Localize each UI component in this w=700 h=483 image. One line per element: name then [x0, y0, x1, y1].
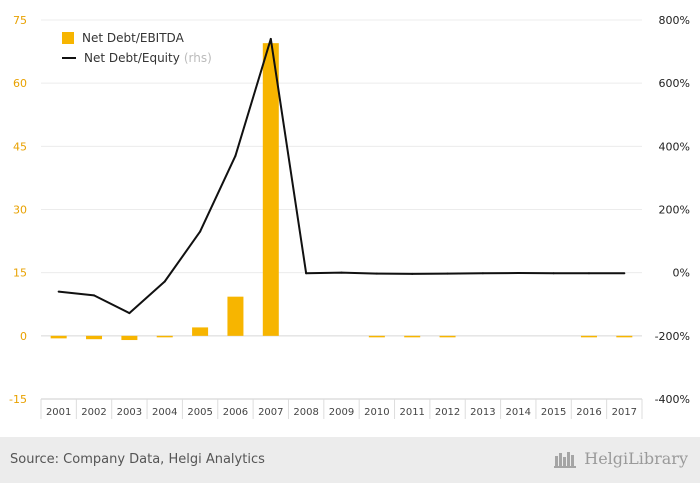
y-axis-left: -15 0 15 30 45 60 75 — [9, 14, 27, 406]
x-tick-label: 2006 — [223, 407, 248, 418]
x-tick-label: 2011 — [399, 407, 424, 418]
y-left-tick-label: 30 — [13, 204, 27, 217]
legend-line-suffix: (rhs) — [183, 51, 212, 65]
bar — [580, 335, 597, 338]
y-right-tick-label: -400% — [655, 393, 690, 406]
bar — [50, 335, 67, 339]
x-tick-label: 2004 — [152, 407, 177, 418]
legend-bar-label: Net Debt/EBITDA — [82, 31, 184, 45]
line-point — [128, 312, 131, 315]
x-tick-label: 2014 — [506, 407, 531, 418]
line-point — [340, 271, 343, 274]
legend-item-line: Net Debt/Equity (rhs) — [62, 48, 212, 68]
x-tick-label: 2001 — [46, 407, 71, 418]
x-axis: 2001 2002 2003 2004 2005 2006 2007 2008 2009 2010… — [40, 398, 643, 419]
line-point — [93, 294, 96, 297]
library-icon — [554, 451, 577, 468]
legend-item-bar: Net Debt/EBITDA — [62, 28, 212, 48]
y-right-tick-label: 600% — [659, 77, 690, 90]
line-point — [375, 272, 378, 275]
line-point — [623, 272, 626, 275]
legend-bar-swatch — [62, 32, 74, 44]
y-left-tick-label: 0 — [20, 330, 27, 343]
line-series — [57, 37, 626, 315]
y-left-tick-label: 60 — [13, 77, 27, 90]
legend-line-swatch — [62, 57, 76, 59]
bar-series — [50, 43, 633, 341]
x-tick-label: 2015 — [541, 407, 566, 418]
chart: 2001 2002 2003 2004 2005 2006 2007 2008 2009 2010… — [9, 14, 690, 419]
x-tick-label: 2002 — [81, 407, 106, 418]
x-tick-label: 2010 — [364, 407, 389, 418]
y-right-tick-label: -200% — [655, 330, 690, 343]
legend: Net Debt/EBITDA Net Debt/Equity (rhs) — [62, 28, 212, 68]
line-point — [517, 271, 520, 274]
x-tick-label: 2005 — [187, 407, 212, 418]
y-left-tick-label: -15 — [9, 393, 27, 406]
bar — [121, 335, 138, 341]
bar — [227, 296, 244, 336]
brand-text: HelgiLibrary — [584, 449, 688, 468]
gridlines — [41, 19, 642, 337]
bar — [368, 335, 385, 338]
bar — [404, 335, 421, 338]
bar — [86, 335, 103, 340]
line-point — [446, 272, 449, 275]
line-point — [163, 280, 166, 283]
line-point — [305, 272, 308, 275]
footer-bar — [0, 437, 700, 483]
source-note: Source: Company Data, Helgi Analytics — [10, 452, 265, 467]
line-point — [411, 272, 414, 275]
x-tick-label: 2012 — [435, 407, 460, 418]
line-point — [234, 154, 237, 157]
bar — [439, 335, 456, 338]
y-axis-right: -400% -200% 0% 200% 400% 600% 800% — [655, 14, 690, 406]
x-tick-label: 2003 — [117, 407, 142, 418]
x-tick-label: 2017 — [612, 407, 637, 418]
bar — [156, 335, 173, 338]
x-tick-label: 2016 — [576, 407, 601, 418]
y-right-tick-label: 0% — [673, 267, 690, 280]
y-right-tick-label: 200% — [659, 204, 690, 217]
bar — [262, 43, 279, 336]
line-point — [481, 272, 484, 275]
bar — [192, 327, 209, 336]
legend-line-label: Net Debt/Equity — [84, 51, 180, 65]
y-left-tick-label: 45 — [13, 140, 27, 153]
x-tick-label: 2008 — [293, 407, 318, 418]
y-right-tick-label: 800% — [659, 14, 690, 27]
x-tick-label: 2013 — [470, 407, 495, 418]
y-left-tick-label: 15 — [13, 267, 27, 280]
line-point — [199, 230, 202, 233]
y-right-tick-label: 400% — [659, 140, 690, 153]
line-point — [552, 272, 555, 275]
bar — [616, 335, 633, 338]
brand-logo: HelgiLibrary — [554, 449, 688, 468]
line-point — [57, 290, 60, 293]
line-point — [269, 37, 272, 40]
x-tick-label: 2007 — [258, 407, 283, 418]
line-point — [587, 272, 590, 275]
x-tick-label: 2009 — [329, 407, 354, 418]
y-left-tick-label: 75 — [13, 14, 27, 27]
